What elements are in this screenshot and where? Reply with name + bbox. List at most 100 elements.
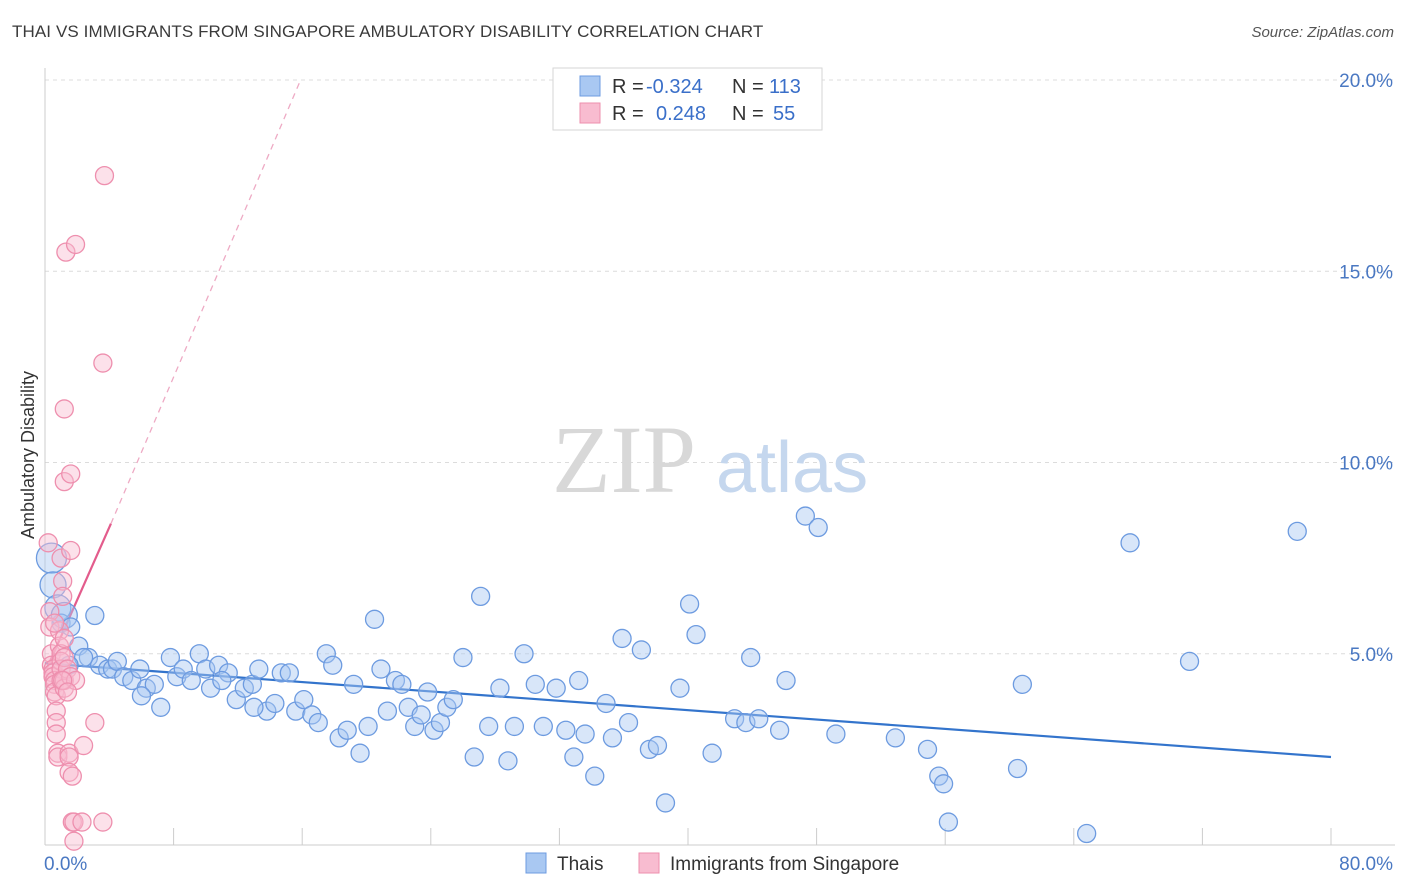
- data-point: [564, 747, 584, 767]
- data-point: [54, 471, 74, 492]
- data-point: [181, 670, 201, 691]
- data-point: [85, 712, 105, 733]
- data-point: [795, 506, 815, 526]
- data-point: [54, 628, 74, 649]
- data-point: [244, 697, 264, 717]
- bottom-legend-singapore: Immigrants from Singapore: [670, 854, 899, 875]
- data-point: [453, 647, 473, 668]
- data-point: [64, 812, 84, 832]
- data-point: [337, 720, 357, 740]
- data-point: [249, 659, 269, 679]
- data-point: [1287, 521, 1307, 541]
- data-point: [470, 586, 491, 607]
- watermark-zip: ZIP: [552, 406, 696, 513]
- data-point: [39, 571, 67, 599]
- data-point: [85, 605, 105, 626]
- data-point: [200, 678, 221, 698]
- data-point: [504, 716, 525, 737]
- y-axis-title: Ambulatory Disability: [18, 371, 38, 539]
- data-point: [1007, 758, 1028, 779]
- data-point: [93, 353, 113, 373]
- legend-r-thais: -0.324: [646, 76, 703, 98]
- data-point: [350, 743, 370, 763]
- data-point: [265, 693, 285, 714]
- data-point: [371, 659, 391, 679]
- data-point: [167, 667, 187, 687]
- data-point: [612, 628, 632, 649]
- bottom-legend-thais: Thais: [557, 854, 603, 875]
- legend-r-label-2: R =: [612, 103, 644, 125]
- data-point: [54, 647, 74, 668]
- axes: [44, 68, 1395, 846]
- data-point: [131, 686, 152, 706]
- data-point: [57, 682, 78, 702]
- data-point: [48, 747, 68, 767]
- data-point: [1120, 533, 1140, 553]
- data-point: [46, 701, 66, 721]
- correlation-legend: R = -0.324 N = 113 R = 0.248 N = 55: [552, 67, 823, 131]
- watermark: ZIP atlas: [552, 406, 868, 513]
- data-point: [933, 774, 954, 794]
- y-tick-label-1: 10.0%: [1339, 454, 1393, 475]
- data-point: [218, 663, 238, 683]
- data-point: [323, 655, 343, 675]
- data-point: [151, 697, 171, 717]
- bottom-legend-swatch-thais: [525, 852, 547, 874]
- data-point: [679, 594, 700, 614]
- data-point: [53, 571, 73, 591]
- data-point: [602, 728, 623, 748]
- data-point: [1179, 651, 1200, 672]
- data-point: [64, 831, 84, 851]
- data-point: [525, 674, 545, 694]
- data-point: [392, 674, 412, 694]
- data-points: [35, 165, 1307, 851]
- data-point: [279, 663, 299, 683]
- data-point: [72, 812, 92, 832]
- data-point: [1012, 674, 1033, 694]
- data-point: [917, 739, 938, 760]
- y-tick-label-3: 20.0%: [1339, 71, 1393, 92]
- data-point: [655, 793, 676, 813]
- data-point: [65, 234, 86, 255]
- data-point: [569, 670, 589, 691]
- data-point: [411, 705, 431, 725]
- data-point: [826, 724, 846, 744]
- data-point: [358, 716, 378, 737]
- data-point: [46, 724, 66, 744]
- data-point: [769, 720, 790, 740]
- data-point: [424, 720, 444, 740]
- data-point: [749, 709, 769, 729]
- trendline-singapore-extended: [110, 79, 302, 524]
- data-point: [208, 655, 229, 675]
- legend-n-label-2: N =: [732, 103, 764, 125]
- data-point: [294, 690, 314, 710]
- legend-r-singapore: 0.248: [656, 103, 706, 125]
- data-point: [377, 701, 398, 721]
- legend-r-label: R =: [612, 76, 644, 98]
- data-point: [61, 540, 81, 561]
- data-point: [51, 613, 71, 633]
- data-point: [62, 766, 82, 786]
- data-point: [885, 728, 906, 748]
- series-legend: Thais Immigrants from Singapore: [525, 852, 899, 875]
- data-point: [631, 640, 652, 660]
- data-point: [51, 548, 71, 568]
- data-point: [302, 705, 322, 725]
- trendline-thais: [44, 662, 1332, 759]
- data-point: [575, 724, 595, 744]
- data-point: [533, 716, 553, 737]
- data-point: [59, 747, 79, 767]
- data-point: [443, 690, 463, 710]
- source-credit: Source: ZipAtlas.com: [1251, 24, 1394, 41]
- data-point: [160, 647, 181, 668]
- data-point: [61, 617, 81, 637]
- data-point: [73, 735, 94, 756]
- chart-title: THAI VS IMMIGRANTS FROM SINGAPORE AMBULA…: [12, 22, 764, 41]
- data-point: [1077, 823, 1097, 844]
- data-point: [479, 716, 499, 737]
- data-point: [53, 670, 73, 691]
- data-point: [271, 663, 291, 683]
- data-point: [405, 716, 425, 737]
- data-point: [364, 609, 385, 629]
- data-point: [808, 517, 828, 538]
